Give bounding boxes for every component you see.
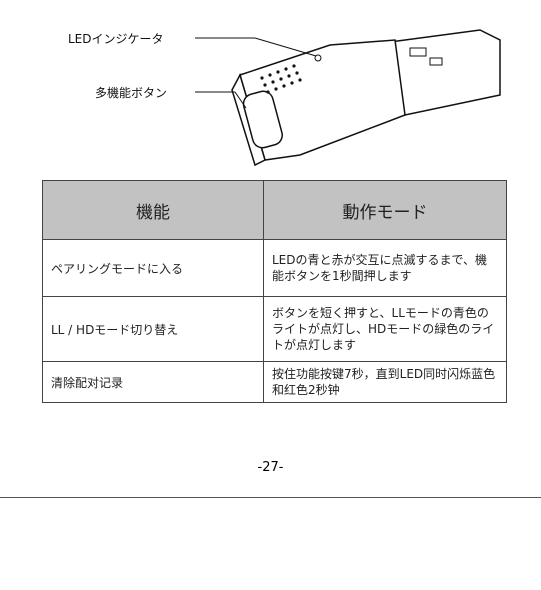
header-cell: 機能 [42, 180, 264, 240]
led-callout: LEDインジケータ [68, 32, 164, 46]
operation-cell: LEDの青と赤が交互に点滅するまで、機能ボタンを1秒間押します [263, 239, 507, 297]
page-number: -27- [257, 460, 284, 475]
function-cell: ペアリングモードに入る [42, 239, 264, 297]
operation-cell: 按住功能按键7秒，直到LED同时闪烁蓝色和红色2秒钟 [263, 361, 507, 403]
header-cell: 動作モード [263, 180, 507, 240]
table-row: LL / HDモード切り替え ボタンを短く押すと、LLモードの青色のライトが点灯… [42, 296, 507, 362]
operation-cell: ボタンを短く押すと、LLモードの青色のライトが点灯し、HDモードの緑色のライトが… [263, 296, 507, 362]
table-row: ペアリングモードに入る LEDの青と赤が交互に点滅するまで、機能ボタンを1秒間押… [42, 239, 507, 297]
dongle-illustration [195, 29, 501, 167]
function-cell: LL / HDモード切り替え [42, 296, 264, 362]
header-row: 機能 動作モード [42, 180, 507, 240]
button-callout: 多機能ボタン [95, 86, 168, 100]
function-cell: 清除配对记录 [42, 361, 264, 403]
function-table: 機能 動作モード ペアリングモードに入る LEDの青と赤が交互に点滅するまで、機… [42, 180, 507, 403]
table-row: 清除配对记录 按住功能按键7秒，直到LED同时闪烁蓝色和红色2秒钟 [42, 361, 507, 403]
footer-rule [0, 497, 541, 498]
